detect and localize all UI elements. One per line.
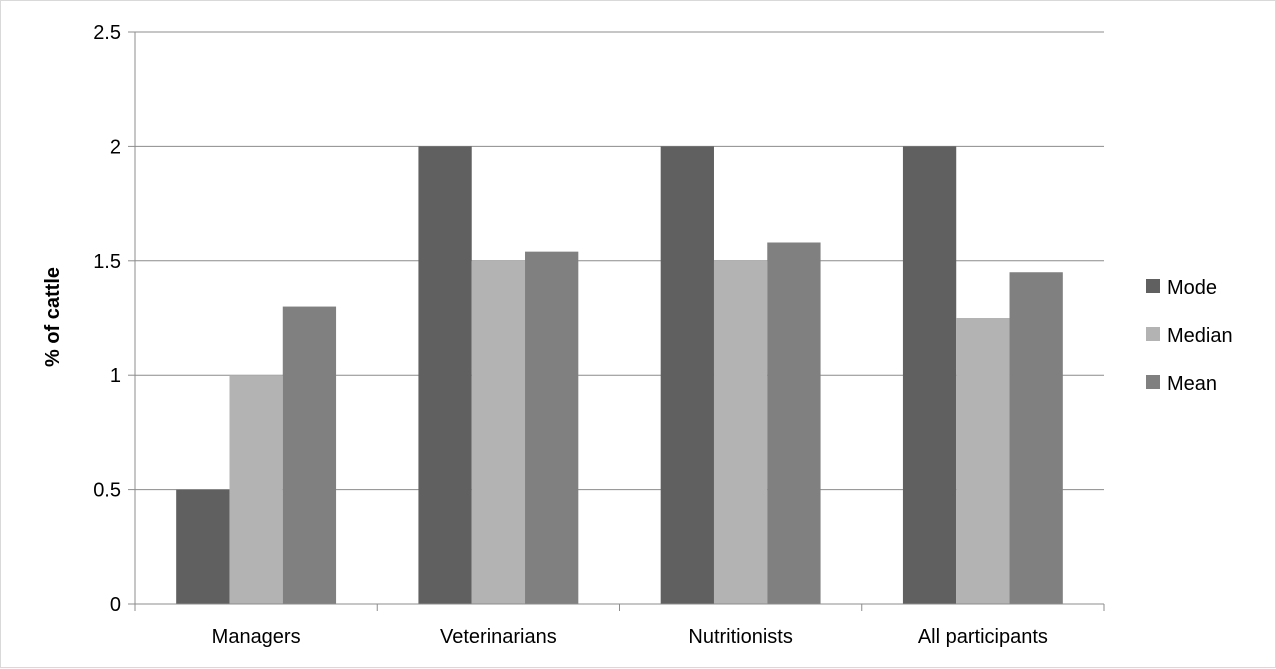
legend-label-median: Median xyxy=(1167,325,1233,347)
y-tick-label: 2 xyxy=(110,136,121,158)
y-tick-label: 0 xyxy=(110,594,121,616)
x-tick-label: Veterinarians xyxy=(440,626,557,648)
bar-mode-veterinarians xyxy=(418,146,472,604)
legend-swatch-mode xyxy=(1146,279,1160,293)
bar-mode-all-participants xyxy=(902,146,957,604)
legend-swatch-median xyxy=(1146,327,1160,341)
x-tick-labels: Managers Veterinarians Nutritionists All pa… xyxy=(212,626,1048,648)
x-tick-label: All participants xyxy=(918,626,1048,648)
y-axis-title: % of cattle xyxy=(42,267,64,367)
y-tick-label: 1.5 xyxy=(93,251,121,273)
legend-swatch-mean xyxy=(1146,375,1160,389)
bar-mode-managers xyxy=(176,489,230,604)
bar-mean-all-participants xyxy=(1009,272,1063,604)
x-tick-label: Nutritionists xyxy=(688,626,792,648)
bar-mean-nutritionists xyxy=(767,242,821,604)
x-tick-label: Managers xyxy=(212,626,301,648)
y-tick-label: 1 xyxy=(110,365,121,387)
legend: Mode Median Mean xyxy=(1146,277,1233,395)
bar-median-all-participants xyxy=(956,318,1010,604)
y-tick-label: 2.5 xyxy=(93,22,121,44)
axes xyxy=(134,32,1105,611)
bars xyxy=(176,146,1063,604)
bar-median-veterinarians xyxy=(471,260,526,604)
legend-label-mean: Mean xyxy=(1167,373,1217,395)
bar-mode-nutritionists xyxy=(660,146,714,604)
bar-median-nutritionists xyxy=(713,260,768,604)
bar-mean-managers xyxy=(282,306,337,604)
bar-median-managers xyxy=(229,375,283,604)
y-tick-labels: 0 0.5 1 1.5 2 2.5 xyxy=(93,22,121,616)
bar-mean-veterinarians xyxy=(525,251,579,604)
y-tick-label: 0.5 xyxy=(93,480,121,502)
legend-label-mode: Mode xyxy=(1167,277,1217,299)
